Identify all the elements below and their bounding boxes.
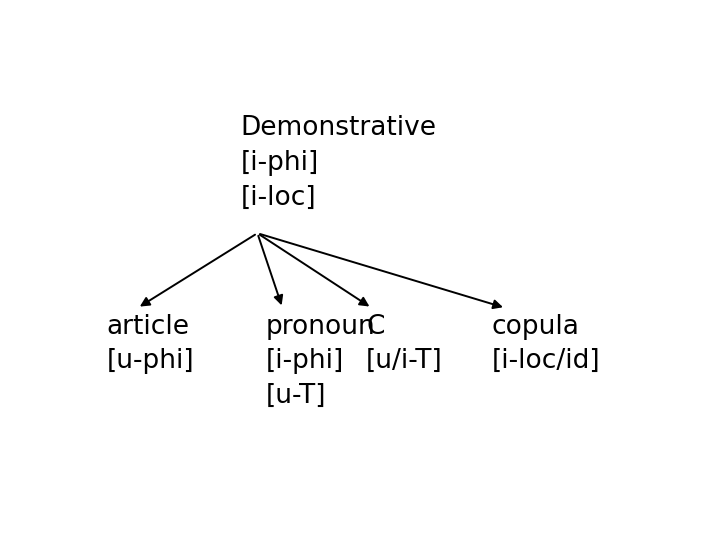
Text: [i-loc/id]: [i-loc/id] [492,348,600,374]
Text: [i-phi]: [i-phi] [266,348,344,374]
Text: [i-loc]: [i-loc] [240,185,316,211]
Text: [u-phi]: [u-phi] [107,348,194,374]
Text: pronoun: pronoun [266,314,376,340]
Text: C: C [366,314,384,340]
Text: Demonstrative: Demonstrative [240,114,436,141]
Text: [u-T]: [u-T] [266,382,326,408]
Text: copula: copula [492,314,580,340]
Text: article: article [107,314,190,340]
Text: [i-phi]: [i-phi] [240,150,319,176]
Text: [u/i-T]: [u/i-T] [366,348,443,374]
